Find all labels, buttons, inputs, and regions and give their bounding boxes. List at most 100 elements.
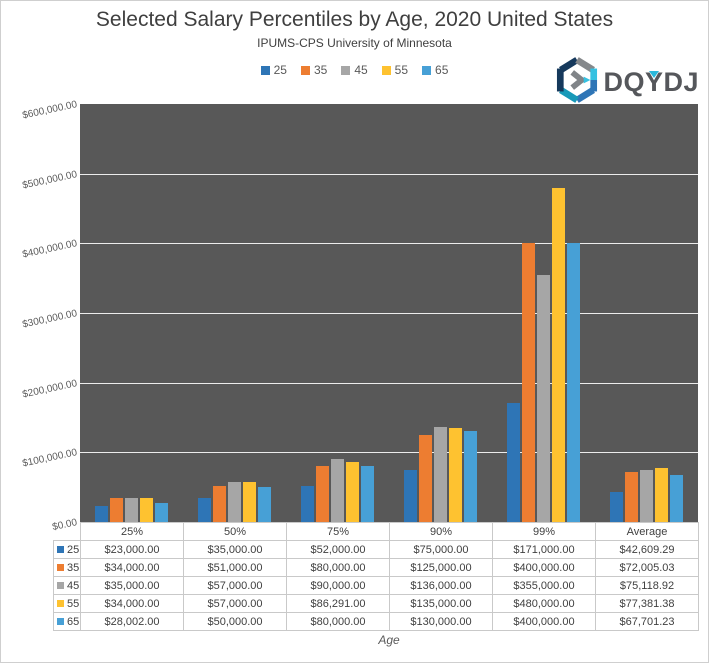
legend-swatch-45 [341,65,351,75]
table-row-swatch-65 [57,618,64,625]
table-row-age-65: 65 $28,002.00 $50,000.00 $80,000.00 $130,000… [53,612,699,631]
table-row-header-35: 35 [53,558,81,577]
bar-age35-90% [419,434,432,522]
y-tick-label-2: $400,000.00 [21,238,79,261]
y-tick-label-3: $300,000.00 [21,308,79,331]
logo-part-y: Y [644,67,664,97]
table-col-header-90%: 90% [389,522,493,541]
table-row-age-35: 35 $34,000.00 $51,000.00 $80,000.00 $125,000… [53,558,699,577]
table-cell-age35-99%: $400,000.00 [492,558,596,577]
bar-age65-25% [155,502,168,522]
bar-age25-75% [301,485,314,522]
legend: 25 35 45 55 65 [1,63,708,77]
legend-label-25: 25 [273,63,287,77]
table-col-header-25%: 25% [80,522,184,541]
bar-age45-50% [228,482,241,522]
table-row-label-55: 55 [67,597,80,610]
table-col-header-99%: 99% [492,522,596,541]
table-row-swatch-35 [57,564,64,571]
table-cell-age45-99%: $355,000.00 [492,576,596,595]
bar-age35-Average [625,471,638,522]
table-row-age-55: 55 $34,000.00 $57,000.00 $86,291.00 $135,000… [53,594,699,613]
bar-age55-99% [552,187,565,522]
table-cell-age25-25%: $23,000.00 [80,540,184,559]
legend-item-65: 65 [422,63,448,77]
legend-label-55: 55 [394,63,409,77]
table-header-row: 25% 50% 75% 90% 99% Average [54,522,699,541]
legend-swatch-35 [300,65,310,75]
legend-label-35: 35 [313,63,328,77]
bar-age35-50% [213,486,226,522]
table-cell-age25-50%: $35,000.00 [183,540,287,559]
bar-age55-90% [449,427,462,522]
table-cell-age65-average: $67,701.23 [595,612,699,631]
table-cell-age35-50%: $51,000.00 [183,558,287,577]
table-cell-age35-75%: $80,000.00 [286,558,390,577]
bar-age55-25% [140,498,153,522]
table-cell-age55-99%: $480,000.00 [492,594,596,613]
table-cell-age55-75%: $86,291.00 [286,594,390,613]
table-row-label-45: 45 [67,579,80,592]
bar-age25-Average [610,492,623,522]
table-cell-age35-average: $72,005.03 [595,558,699,577]
table-cell-age55-50%: $57,000.00 [183,594,287,613]
bar-age35-99% [522,243,535,522]
logo-part-dq: DQ [603,67,645,97]
table-cell-age55-25%: $34,000.00 [80,594,184,613]
bar-age35-75% [316,466,329,522]
table-cell-age65-75%: $80,000.00 [286,612,390,631]
table-row-label-35: 35 [67,561,80,574]
chart-title: Selected Salary Percentiles by Age, 2020… [95,8,614,31]
bar-age55-75% [346,461,359,522]
table-cell-age45-75%: $90,000.00 [286,576,390,595]
table-row-swatch-55 [57,600,64,607]
table-row-label-65: 65 [67,615,80,628]
bar-age55-Average [655,468,668,522]
dqydj-logo: DQ Y DJ [556,57,699,108]
legend-label-65: 65 [435,63,449,77]
y-tick-label-4: $200,000.00 [21,377,79,401]
legend-item-35: 35 [300,63,328,77]
table-cell-age55-90%: $135,000.00 [389,594,493,613]
table-cell-age35-25%: $34,000.00 [80,558,184,577]
table-row-header-55: 55 [53,594,81,613]
gridline-10000000 [80,452,698,454]
bar-age35-25% [110,498,123,522]
table-row-age-25: 25 $23,000.00 $35,000.00 $52,000.00 $75,000.… [53,540,699,559]
table-col-header-50%: 50% [183,522,287,541]
bar-age65-99% [567,243,580,522]
legend-swatch-25 [260,65,270,75]
bar-age65-50% [258,487,271,522]
bar-age65-75% [361,466,374,522]
logo-part-dj: DJ [663,67,699,97]
table-row-header-65: 65 [53,612,81,631]
table-cell-age65-25%: $28,002.00 [80,612,184,631]
bar-age55-50% [243,482,256,522]
dqydj-logo-icon [556,57,598,108]
table-row-header-45: 45 [53,576,81,595]
chart-subtitle: IPUMS-CPS University of Minnesota [257,36,452,50]
y-tick-label-1: $500,000.00 [21,168,79,192]
bar-age25-25% [95,505,108,522]
x-axis-title: Age [378,633,400,647]
legend-swatch-65 [422,65,432,75]
table-cell-age25-90%: $75,000.00 [389,540,493,559]
bar-age45-Average [640,469,653,522]
legend-item-25: 25 [260,63,287,77]
bar-age65-90% [464,431,477,522]
table-col-header-average: Average [595,522,699,541]
table-cell-age65-99%: $400,000.00 [492,612,596,631]
dqydj-logo-text: DQ Y DJ [603,67,699,98]
table-cell-age35-90%: $125,000.00 [389,558,493,577]
table-cell-age65-90%: $130,000.00 [389,612,493,631]
table-cell-age25-average: $42,609.29 [595,540,699,559]
data-table: 25% 50% 75% 90% 99% Average 25 $23,000.00 $35,00… [53,522,699,631]
table-cell-age65-50%: $50,000.00 [183,612,287,631]
table-cell-age45-average: $75,118.92 [595,576,699,595]
legend-item-55: 55 [381,63,409,77]
y-tick-label-0: $600,000.00 [21,99,79,122]
bar-age65-Average [670,474,683,522]
y-tick-label-5: $100,000.00 [21,447,79,470]
gridline-40000000 [80,243,698,245]
